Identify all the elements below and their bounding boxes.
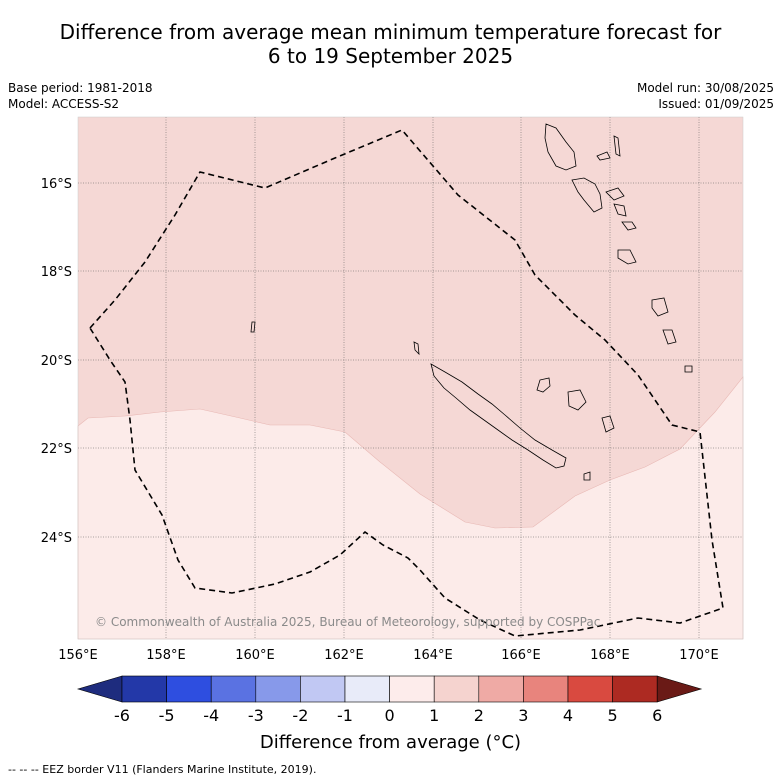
colorbar-tick-label: -5 [159, 706, 175, 725]
lat-tick-label: 18°S [41, 265, 72, 280]
colorbar-tick-label: -1 [337, 706, 353, 725]
lon-tick-label: 166°E [501, 648, 541, 663]
colorbar-swatch [344, 675, 390, 703]
colorbar-tick-label: 1 [429, 706, 439, 725]
colorbar-swatch [255, 675, 301, 703]
coastlines [250, 123, 693, 481]
island-coast [567, 389, 587, 411]
lat-tick-label: 16°S [41, 177, 72, 192]
colorbar-tick-label: 0 [385, 706, 395, 725]
colorbar-tick-label: 2 [474, 706, 484, 725]
colorbar-swatch [478, 675, 524, 703]
colorbar-tick-label: -4 [203, 706, 219, 725]
island-coast [413, 341, 420, 356]
colorbar-extend-high [656, 675, 703, 703]
colorbar-swatch [300, 675, 346, 703]
eez-border [89, 129, 724, 637]
colorbar-swatch [567, 675, 613, 703]
colorbar-tick-label: 4 [563, 706, 573, 725]
island-coast [536, 377, 551, 393]
lon-tick-label: 164°E [413, 648, 453, 663]
lat-tick-label: 20°S [41, 354, 72, 369]
lon-tick-label: 162°E [324, 648, 364, 663]
model-run-label: Model run: 30/08/2025 [636, 81, 774, 95]
island-coast [583, 471, 591, 481]
colorbar: -6 -5 -4 -3 -2 -1 0 1 2 3 4 5 6 [76, 675, 703, 725]
colorbar-tick-label: -6 [114, 706, 130, 725]
colorbar-title: Difference from average (°C) [259, 732, 522, 753]
title-line-2: 6 to 19 September 2025 [267, 44, 514, 68]
colorbar-tick-label: 3 [518, 706, 528, 725]
island-coast [621, 221, 637, 231]
lat-tick-label: 22°S [41, 442, 72, 457]
new-caledonia-coast [430, 363, 567, 469]
colorbar-swatch [210, 675, 257, 703]
colorbar-swatch [523, 675, 569, 703]
lon-tick-label: 156°E [58, 648, 98, 663]
vanuatu-espiritu-santo-coast [544, 123, 577, 171]
island-coast [605, 187, 625, 201]
lon-tick-label: 168°E [590, 648, 630, 663]
island-coast [596, 151, 611, 161]
colorbar-swatch [612, 675, 658, 703]
island-coast [601, 415, 615, 433]
colorbar-swatch [166, 675, 212, 703]
colorbar-tick-label: -2 [292, 706, 308, 725]
copyright-watermark: © Commonwealth of Australia 2025, Bureau… [95, 615, 600, 629]
base-period-label: Base period: 1981-2018 [8, 81, 153, 95]
lat-axis: 16°S 18°S 20°S 22°S 24°S [41, 177, 72, 546]
lat-tick-label: 24°S [41, 531, 72, 546]
lon-tick-label: 170°E [679, 648, 719, 663]
lon-tick-label: 160°E [235, 648, 275, 663]
colorbar-tick-label: 6 [652, 706, 662, 725]
colorbar-tick-label: -3 [248, 706, 264, 725]
title-line-1: Difference from average mean minimum tem… [59, 20, 722, 44]
map-frame [77, 116, 744, 640]
vanuatu-erromango-coast [651, 297, 669, 317]
eez-legend-note: -- -- -- EEZ border V11 (Flanders Marine… [8, 763, 317, 776]
island-coast [613, 135, 621, 157]
colorbar-swatch [389, 675, 435, 703]
island-coast [250, 321, 256, 333]
colorbar-tick-label: 5 [608, 706, 618, 725]
colorbar-swatch [433, 675, 480, 703]
island-coast [684, 365, 693, 373]
vanuatu-malakula-coast [571, 177, 603, 213]
island-coast [613, 203, 627, 217]
anomaly-fill-0-1 [77, 376, 744, 640]
vanuatu-efate-coast [617, 249, 637, 265]
colorbar-swatch [121, 675, 167, 703]
lon-tick-label: 158°E [146, 648, 186, 663]
map-panel [77, 116, 744, 640]
model-label: Model: ACCESS-S2 [8, 97, 120, 111]
vanuatu-tanna-coast [662, 329, 677, 345]
colorbar-extend-low [76, 675, 123, 703]
issued-label: Issued: 01/09/2025 [658, 97, 774, 111]
lon-axis: 156°E 158°E 160°E 162°E 164°E 166°E 168°… [58, 648, 719, 663]
